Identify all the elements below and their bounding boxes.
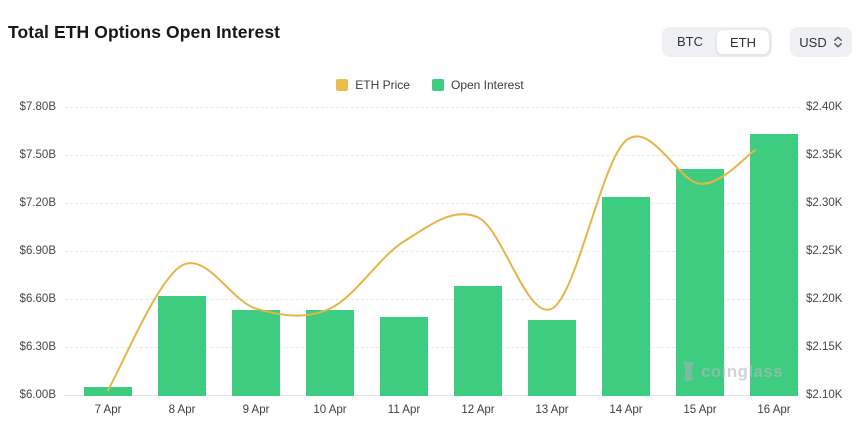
y-axis-label-left: $7.80B <box>19 101 56 113</box>
bar-open-interest[interactable] <box>676 169 724 396</box>
bar-open-interest[interactable] <box>84 387 132 396</box>
bar-open-interest[interactable] <box>528 319 576 396</box>
x-axis-label: 11 Apr <box>387 404 421 416</box>
legend-item-eth-price[interactable]: ETH Price <box>336 78 410 92</box>
x-axis-label: 7 Apr <box>94 404 122 416</box>
bar-open-interest[interactable] <box>158 295 206 396</box>
x-axis-label: 15 Apr <box>683 404 717 416</box>
y-axis-label-right: $2.35K <box>806 149 843 161</box>
y-axis-label-right: $2.25K <box>806 245 843 257</box>
currency-select[interactable]: USD <box>790 27 852 57</box>
y-axis-label-left: $6.90B <box>19 245 56 257</box>
y-axis-label-left: $6.00B <box>19 389 56 401</box>
header-controls: BTC ETH USD <box>662 27 852 57</box>
legend-label: ETH Price <box>355 78 410 92</box>
x-axis-label: 14 Apr <box>609 404 643 416</box>
gridline <box>65 155 800 156</box>
updown-chevron-icon <box>833 36 842 48</box>
x-axis-label: 9 Apr <box>242 404 270 416</box>
btc-toggle-button[interactable]: BTC <box>664 29 716 55</box>
x-axis-label: 16 Apr <box>757 404 791 416</box>
gridline <box>65 107 800 108</box>
x-axis-label: 8 Apr <box>168 404 196 416</box>
y-axis-label-right: $2.20K <box>806 293 843 305</box>
legend-label: Open Interest <box>450 78 524 92</box>
bar-open-interest[interactable] <box>306 310 354 396</box>
gridline <box>65 395 800 396</box>
bar-open-interest[interactable] <box>380 316 428 396</box>
chart-legend: ETH Price Open Interest <box>0 78 860 92</box>
y-axis-label-left: $7.20B <box>19 197 56 209</box>
bar-open-interest[interactable] <box>454 286 502 396</box>
x-axis-label: 10 Apr <box>313 404 347 416</box>
bar-open-interest[interactable] <box>232 310 280 396</box>
currency-select-value: USD <box>799 34 827 50</box>
bar-open-interest[interactable] <box>602 196 650 396</box>
coin-toggle: BTC ETH <box>662 27 772 57</box>
y-axis-label-left: $7.50B <box>19 149 56 161</box>
bar-open-interest[interactable] <box>750 134 798 396</box>
open-interest-swatch-icon <box>431 79 444 91</box>
y-axis-label-left: $6.60B <box>19 293 56 305</box>
legend-item-open-interest[interactable]: Open Interest <box>431 78 524 92</box>
eth-toggle-button[interactable]: ETH <box>716 29 770 55</box>
y-axis-label-left: $6.30B <box>19 341 56 353</box>
page-title: Total ETH Options Open Interest <box>8 22 281 42</box>
y-axis-label-right: $2.30K <box>806 197 843 209</box>
y-axis-label-right: $2.40K <box>806 101 843 113</box>
y-axis-label-right: $2.15K <box>806 341 843 353</box>
y-axis-label-right: $2.10K <box>806 389 843 401</box>
eth-price-swatch-icon <box>336 79 349 91</box>
x-axis-label: 12 Apr <box>461 404 495 416</box>
x-axis-label: 13 Apr <box>535 404 569 416</box>
